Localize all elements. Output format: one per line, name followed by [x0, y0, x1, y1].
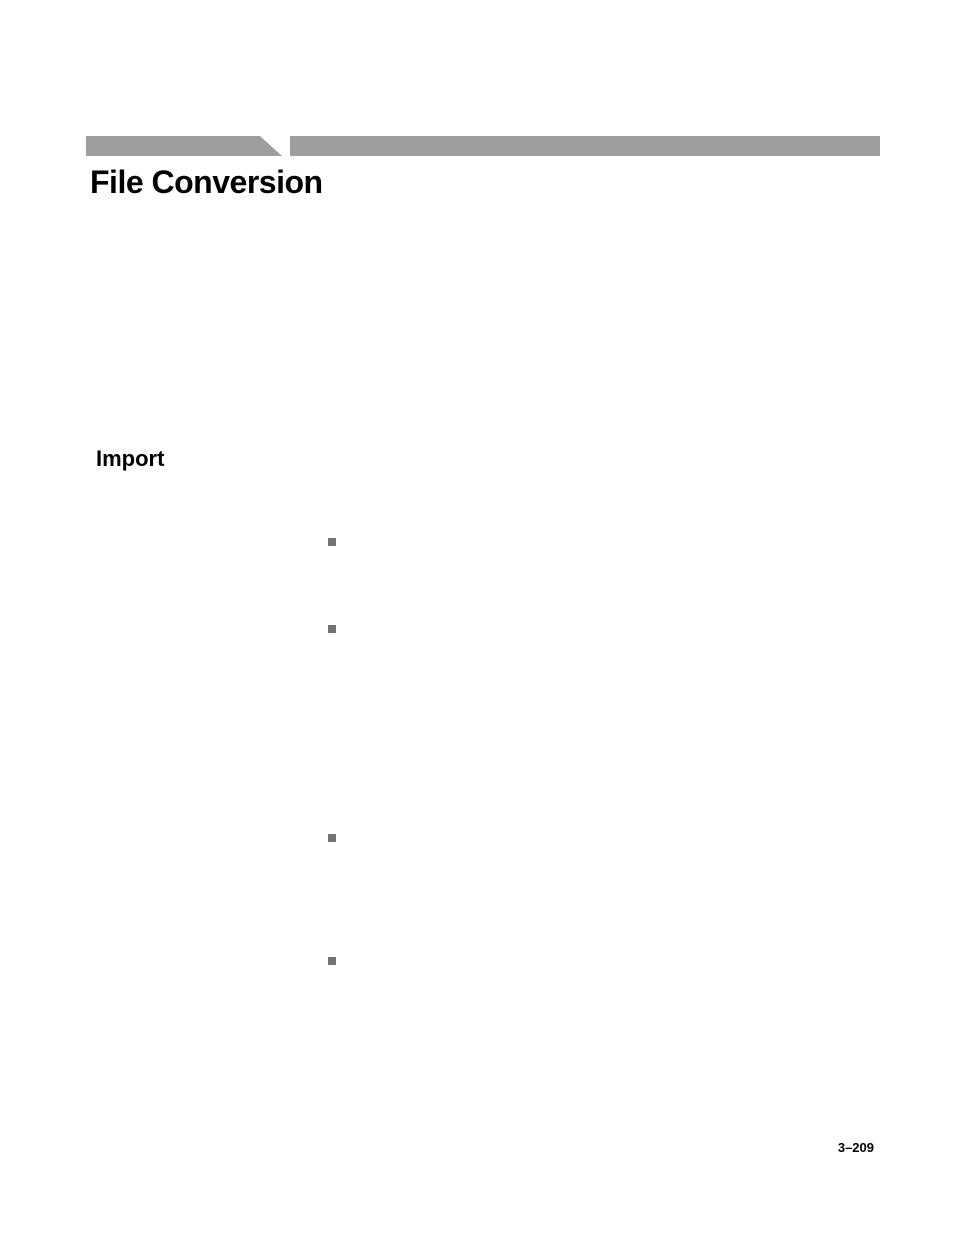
- bullet-square-icon: [328, 625, 336, 633]
- page-title: File Conversion: [90, 164, 323, 201]
- bullet-square-icon: [328, 957, 336, 965]
- document-page: File Conversion Import 3–209: [0, 0, 954, 1235]
- section-heading-import: Import: [96, 446, 164, 472]
- bullet-square-icon: [328, 538, 336, 546]
- bullet-square-icon: [328, 834, 336, 842]
- header-bar-svg: [86, 136, 880, 156]
- header-divider-bar: [86, 136, 880, 156]
- page-number: 3–209: [838, 1140, 874, 1155]
